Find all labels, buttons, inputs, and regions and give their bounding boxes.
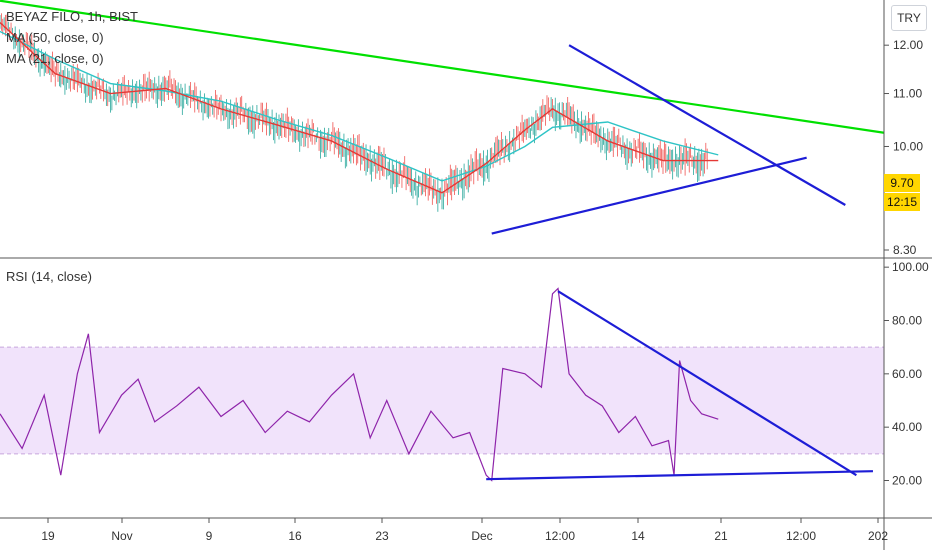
- ma50-line: [0, 30, 719, 182]
- legend-ma50[interactable]: MA (50, close, 0): [6, 30, 104, 45]
- rsi-trendline-2: [486, 470, 873, 481]
- rsi-trendline-1: [557, 290, 857, 477]
- price-legend: BEYAZ FILO, 1h, BIST MA (50, close, 0) M…: [6, 6, 138, 69]
- ma21-line: [0, 21, 719, 194]
- price-tick-label: 8.30: [893, 243, 917, 257]
- rsi-band-layer: [0, 346, 884, 455]
- rsi-tick-label: 60.00: [892, 367, 922, 381]
- legend-title[interactable]: BEYAZ FILO, 1h, BIST: [6, 9, 138, 24]
- series-layer: [0, 21, 719, 482]
- countdown-tag: 12:15: [884, 193, 920, 211]
- price-tick-label: 12.00: [893, 38, 923, 52]
- rsi-tick-label: 20.00: [892, 474, 922, 488]
- legend-ma21[interactable]: MA (21, close, 0): [6, 51, 104, 66]
- legend-rsi[interactable]: RSI (14, close): [6, 269, 92, 284]
- rsi-tick-label: 100.00: [892, 260, 929, 274]
- rsi-line: [0, 287, 719, 482]
- price-tick-label: 10.00: [893, 139, 923, 153]
- x-tick-label: 16: [288, 529, 302, 543]
- x-tick-label: 21: [714, 529, 728, 543]
- last-price-tag: 9.70: [884, 174, 920, 192]
- price-trendline-2: [568, 44, 846, 206]
- rsi-tick-label: 80.00: [892, 314, 922, 328]
- price-trendline-3: [491, 156, 807, 235]
- rsi-tick-label: 40.00: [892, 420, 922, 434]
- price-tick-label: 11.00: [893, 87, 922, 101]
- x-tick-label: 202: [868, 529, 888, 543]
- x-tick-label: 19: [41, 529, 55, 543]
- x-tick-label: 12:00: [545, 529, 575, 543]
- x-tick-label: 12:00: [786, 529, 816, 543]
- x-tick-label: 14: [631, 529, 645, 543]
- trendlines-layer: [0, 0, 885, 481]
- rsi-legend: RSI (14, close): [6, 266, 92, 287]
- x-tick-label: Nov: [111, 529, 132, 543]
- x-tick-label: 23: [375, 529, 389, 543]
- rsi-band: [0, 347, 884, 454]
- currency-badge[interactable]: TRY: [891, 5, 927, 31]
- price-trendline-1: [0, 0, 885, 134]
- x-tick-label: 9: [206, 529, 213, 543]
- x-tick-label: Dec: [471, 529, 492, 543]
